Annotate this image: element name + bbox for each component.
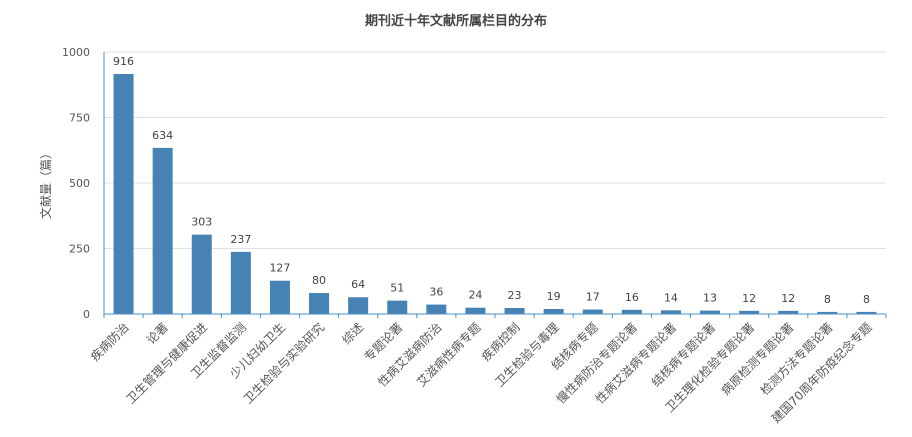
bar <box>348 297 369 314</box>
data-label: 80 <box>312 274 326 287</box>
y-tick-label: 0 <box>83 308 90 321</box>
y-tick-label: 250 <box>69 243 90 256</box>
chart-title: 期刊近十年文献所属栏目的分布 <box>364 14 547 29</box>
y-tick-label: 500 <box>69 177 90 190</box>
data-label: 13 <box>703 292 717 305</box>
x-tick-label: 病原检测专题论著 <box>718 320 796 398</box>
bar <box>739 310 760 314</box>
data-label: 303 <box>191 216 212 229</box>
bars-layer <box>113 74 877 315</box>
data-label: 12 <box>742 292 756 305</box>
data-label: 12 <box>781 292 795 305</box>
data-label: 19 <box>547 290 561 303</box>
bar <box>660 310 681 314</box>
bar <box>582 309 603 314</box>
bar <box>504 307 525 314</box>
data-label: 127 <box>269 262 290 275</box>
y-tick-label: 750 <box>69 112 90 125</box>
data-label: 634 <box>152 129 173 142</box>
bar <box>465 307 486 314</box>
data-label: 64 <box>351 278 365 291</box>
bar <box>778 310 799 314</box>
y-tick-label: 1000 <box>62 46 90 59</box>
data-label: 24 <box>468 289 482 302</box>
bar <box>700 310 721 314</box>
bar <box>387 300 408 314</box>
data-label: 16 <box>625 291 639 304</box>
x-tick-label: 论著 <box>144 320 171 347</box>
bar <box>856 311 877 314</box>
bar <box>230 251 251 314</box>
bar <box>621 309 642 314</box>
bar <box>152 147 173 314</box>
bar <box>191 234 212 314</box>
bar <box>269 280 290 314</box>
grid-layer <box>104 51 886 249</box>
x-tick-label: 检测方法专题论著 <box>757 320 835 398</box>
bar <box>543 309 564 314</box>
x-tick-label: 疾病防治 <box>87 320 132 365</box>
x-tick-label: 综述 <box>339 320 366 347</box>
data-label: 8 <box>824 293 831 306</box>
axis-layer: 0 250 500 750 1000 文献量（篇） <box>38 46 887 321</box>
y-axis-title: 文献量（篇） <box>38 147 53 219</box>
bar <box>426 304 447 314</box>
data-label: 23 <box>508 289 522 302</box>
data-label: 916 <box>113 55 134 68</box>
data-label: 14 <box>664 291 678 304</box>
data-label: 237 <box>230 233 251 246</box>
data-label: 17 <box>586 291 600 304</box>
data-label: 36 <box>429 286 443 299</box>
bar <box>113 74 134 315</box>
data-label: 8 <box>863 293 870 306</box>
bar <box>309 293 330 314</box>
bar <box>817 311 838 314</box>
data-label: 51 <box>390 282 404 295</box>
